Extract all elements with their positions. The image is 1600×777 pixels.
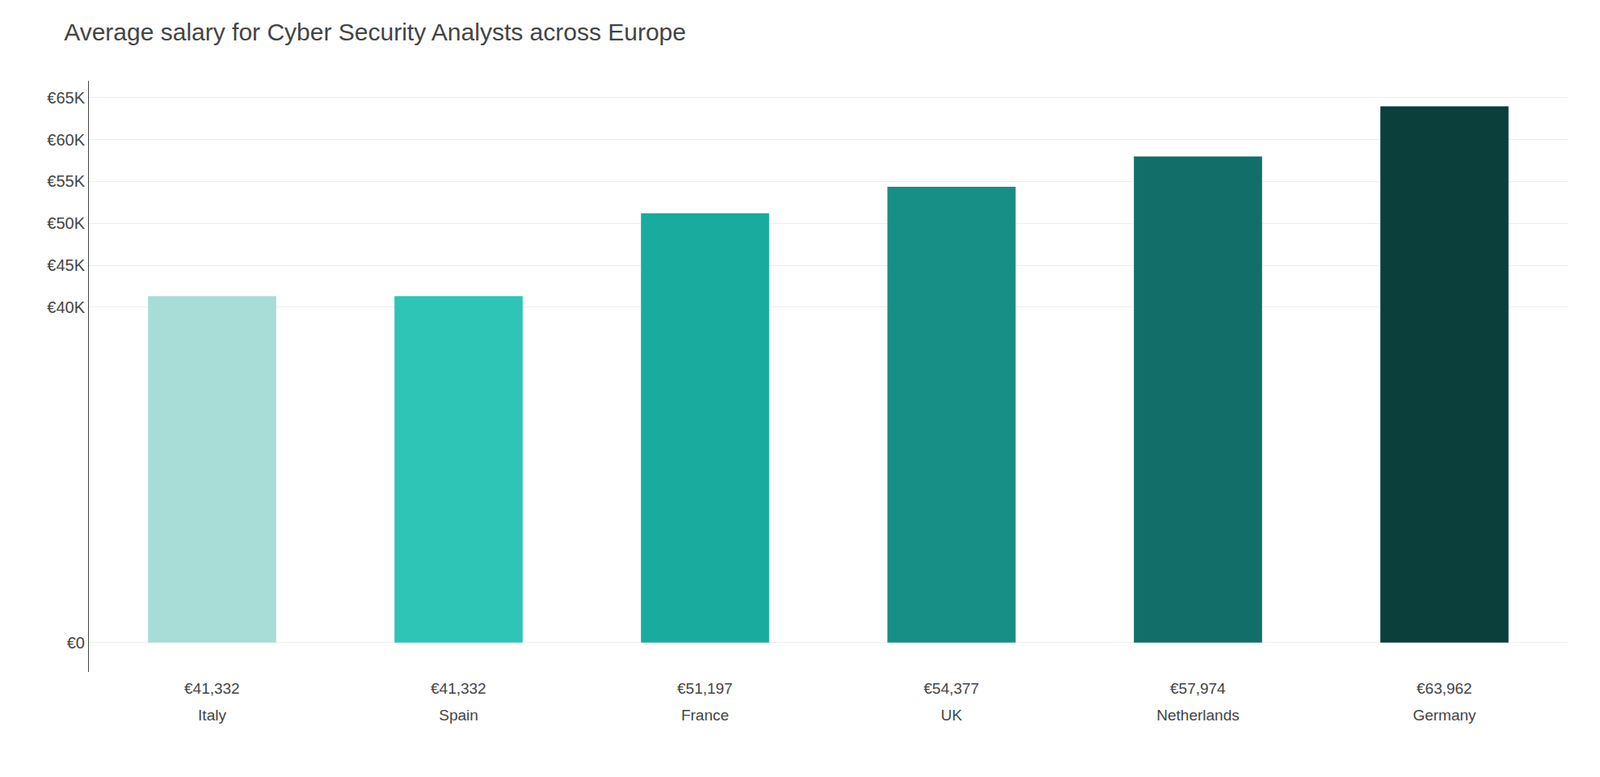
svg-text:Average salary for Cyber Secur: Average salary for Cyber Security Analys… [63,18,687,46]
svg-text:€65K: €65K [46,88,85,107]
svg-text:Netherlands: Netherlands [1156,706,1239,724]
svg-text:€41,332: €41,332 [430,679,487,697]
svg-text:€40K: €40K [46,298,85,316]
svg-text:€50K: €50K [46,214,85,232]
svg-text:Germany: Germany [1412,706,1477,724]
svg-text:€0: €0 [67,633,85,652]
svg-text:Spain: Spain [438,706,479,724]
svg-text:€54,377: €54,377 [923,679,980,697]
svg-text:UK: UK [940,706,963,724]
svg-text:€60K: €60K [46,130,85,149]
svg-text:€41,332: €41,332 [184,679,240,697]
svg-text:€57,974: €57,974 [1170,679,1226,697]
svg-text:€45K: €45K [46,256,85,274]
svg-text:€51,197: €51,197 [677,679,733,697]
svg-text:France: France [681,706,729,724]
svg-text:Italy: Italy [197,706,227,724]
svg-text:€55K: €55K [46,172,85,190]
svg-text:€63,962: €63,962 [1416,679,1473,697]
